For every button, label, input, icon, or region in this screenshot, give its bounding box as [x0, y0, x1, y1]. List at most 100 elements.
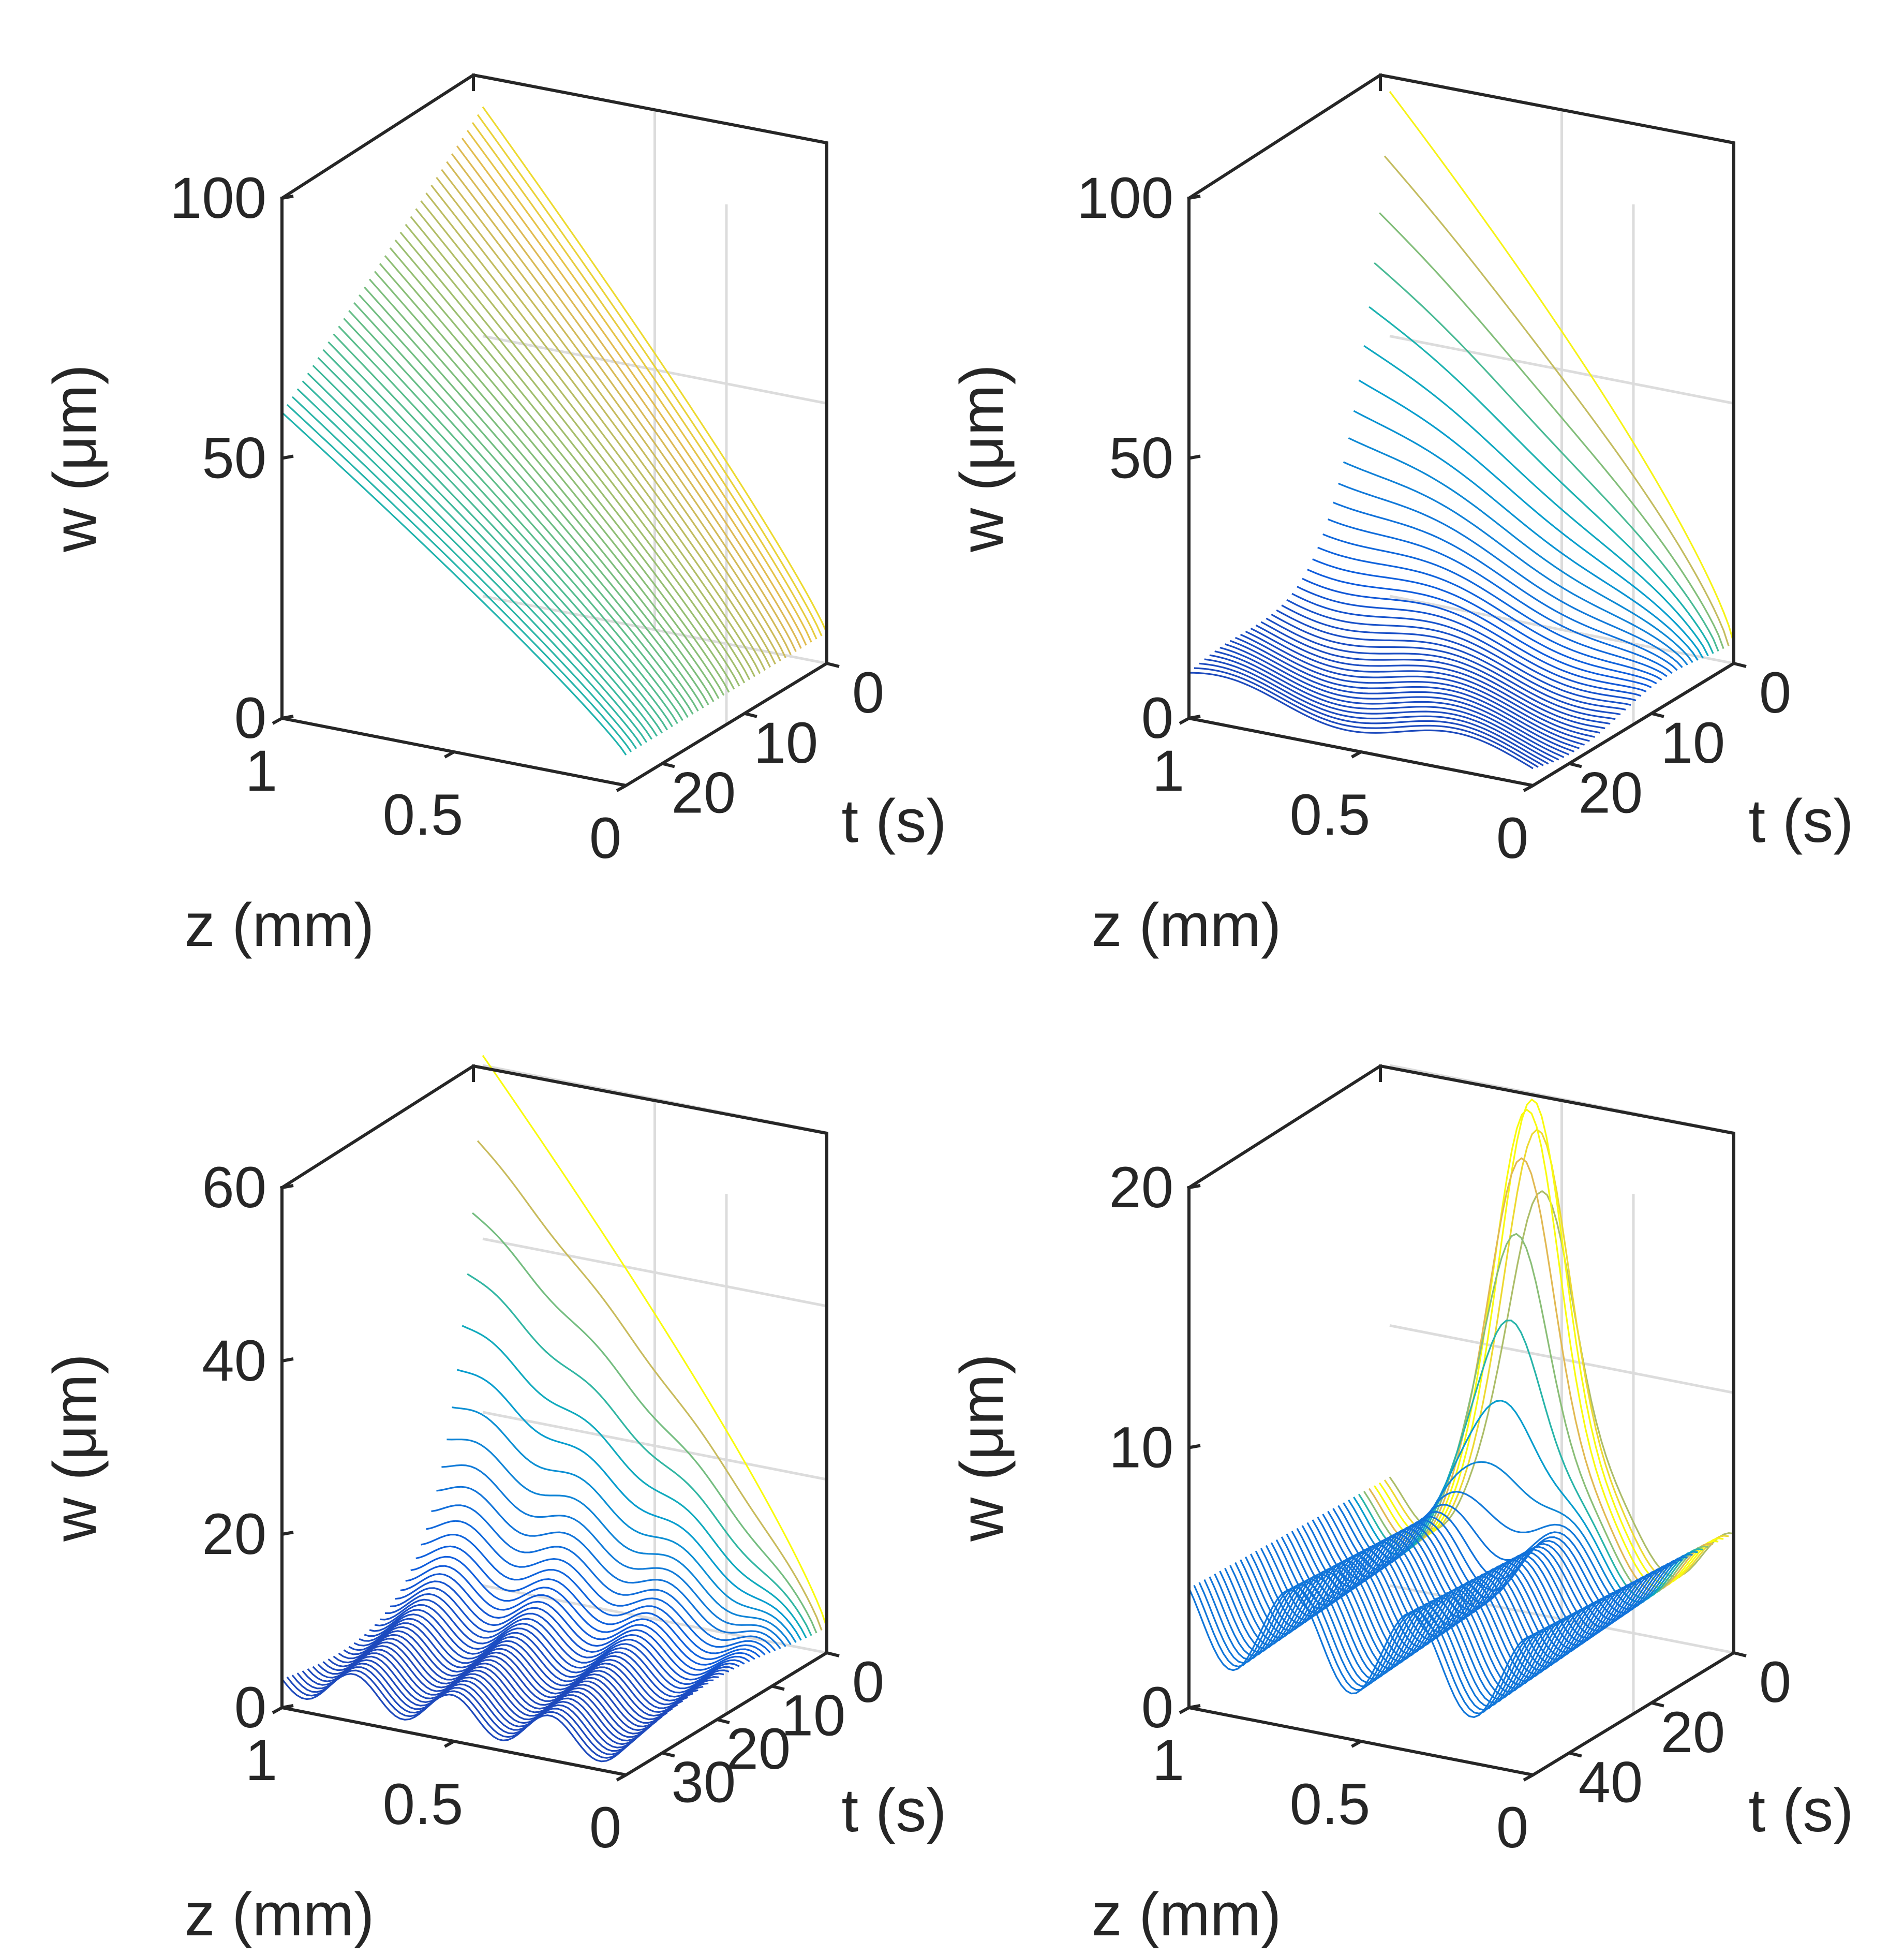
waterfall-curve: [359, 294, 704, 708]
z-tick: [272, 717, 283, 725]
waterfall-curve: [390, 1587, 735, 1685]
waterfall-curve: [1343, 461, 1688, 666]
waterfall-curve: [302, 1659, 647, 1749]
waterfall-curve: [302, 380, 648, 743]
waterfall-curve: [333, 333, 678, 724]
height-tick: [281, 1357, 294, 1362]
waterfall-curve: [405, 224, 751, 680]
waterfall-curve: [317, 357, 663, 734]
waterfall-curve: [333, 1638, 678, 1728]
waterfall-curve: [400, 1573, 745, 1676]
curves: [281, 1055, 828, 1763]
waterfall-curve: [441, 169, 786, 658]
curves: [1188, 1099, 1734, 1718]
waterfall-curve: [1276, 609, 1621, 716]
t-tick: [826, 662, 840, 668]
waterfall-curve: [426, 1520, 771, 1654]
t-tick: [662, 1751, 675, 1758]
height-tick-label: 0: [1141, 1675, 1173, 1740]
waterfall-curve: [296, 1663, 642, 1752]
waterfall-curve: [338, 325, 683, 721]
gridlines: [1389, 1064, 1734, 1714]
t-tick-label: 20: [726, 1716, 791, 1781]
height-axis-label: w (μm): [41, 364, 109, 553]
z-tick: [1351, 750, 1362, 759]
waterfall-curve: [1219, 646, 1565, 758]
waterfall-curve: [1281, 604, 1626, 710]
waterfall-curve: [348, 310, 694, 715]
t-tick: [826, 1651, 840, 1657]
waterfall-curve: [322, 349, 668, 731]
z-tick: [1523, 1773, 1534, 1782]
t-tick: [1569, 762, 1582, 768]
z-tick-label: 0.5: [383, 1772, 464, 1836]
waterfall-curve: [410, 1556, 755, 1666]
height-tick: [281, 195, 294, 200]
height-tick: [281, 454, 294, 460]
t-axis-label: t (s): [841, 787, 946, 855]
height-tick-label: 100: [1077, 166, 1173, 230]
waterfall-curve: [374, 1604, 719, 1698]
height-tick-label: 50: [202, 426, 266, 491]
t-tick: [662, 762, 675, 768]
waterfall-curve: [425, 192, 771, 668]
waterfall-curve: [1266, 617, 1611, 725]
waterfall-curve: [1358, 379, 1704, 659]
z-tick-label: 1: [1152, 738, 1184, 803]
z-tick: [444, 1740, 455, 1748]
height-tick: [1188, 715, 1201, 720]
waterfall-curve: [436, 1486, 781, 1650]
height-axis-label: w (μm): [41, 1354, 109, 1542]
height-tick-label: 100: [170, 166, 266, 230]
t-tick: [1733, 1651, 1747, 1657]
z-tick-label: 0.5: [383, 782, 464, 847]
waterfall-curve: [446, 161, 792, 655]
t-tick: [1569, 1751, 1582, 1758]
z-axis-label: z (mm): [1092, 1880, 1282, 1949]
waterfall-curve: [374, 271, 720, 699]
waterfall-curve: [467, 1273, 812, 1636]
height-tick: [281, 1184, 294, 1189]
t-tick-label: 10: [754, 710, 819, 775]
z-tick: [1523, 784, 1534, 792]
waterfall-curve: [312, 1652, 658, 1742]
z-tick-label: 0.5: [1290, 1772, 1371, 1836]
waterfall-curve: [482, 106, 828, 633]
waterfall-curve: [1199, 662, 1544, 766]
waterfall-curve: [328, 341, 673, 728]
waterfall-curve: [441, 1464, 786, 1647]
waterfall-curve: [456, 1369, 802, 1641]
waterfall-curve: [1322, 533, 1668, 677]
waterfall-curve: [286, 404, 632, 752]
height-axis-label: w (μm): [948, 364, 1016, 553]
waterfall-curve: [1271, 614, 1616, 720]
waterfall-curve: [1337, 1504, 1683, 1614]
waterfall-curve: [1234, 636, 1580, 749]
z-axis-label: z (mm): [185, 1880, 375, 1949]
waterfall-curve: [307, 1655, 652, 1745]
t-tick: [771, 1684, 785, 1691]
waterfall-curve: [421, 1534, 766, 1656]
height-tick-label: 20: [1109, 1155, 1173, 1220]
waterfall-curve: [471, 122, 817, 640]
height-tick-label: 50: [1109, 426, 1173, 491]
waterfall-curve: [431, 1504, 776, 1651]
waterfall-curve: [462, 1325, 807, 1639]
waterfall-curve: [420, 200, 766, 671]
waterfall-curve: [1348, 437, 1693, 663]
waterfall-curve: [1297, 586, 1642, 697]
waterfall-curve: [1255, 624, 1600, 734]
waterfall-curve: [1286, 599, 1631, 706]
waterfall-curve: [343, 318, 689, 718]
waterfall-curve: [405, 1565, 750, 1671]
waterfall-curve: [1302, 577, 1647, 692]
t-tick-label: 0: [852, 660, 884, 725]
waterfall-curve: [1337, 482, 1683, 668]
waterfall-curve: [364, 1613, 709, 1706]
height-tick: [1188, 1704, 1201, 1709]
z-tick-label: 0: [1496, 1795, 1528, 1860]
waterfall-curve: [353, 1622, 698, 1713]
